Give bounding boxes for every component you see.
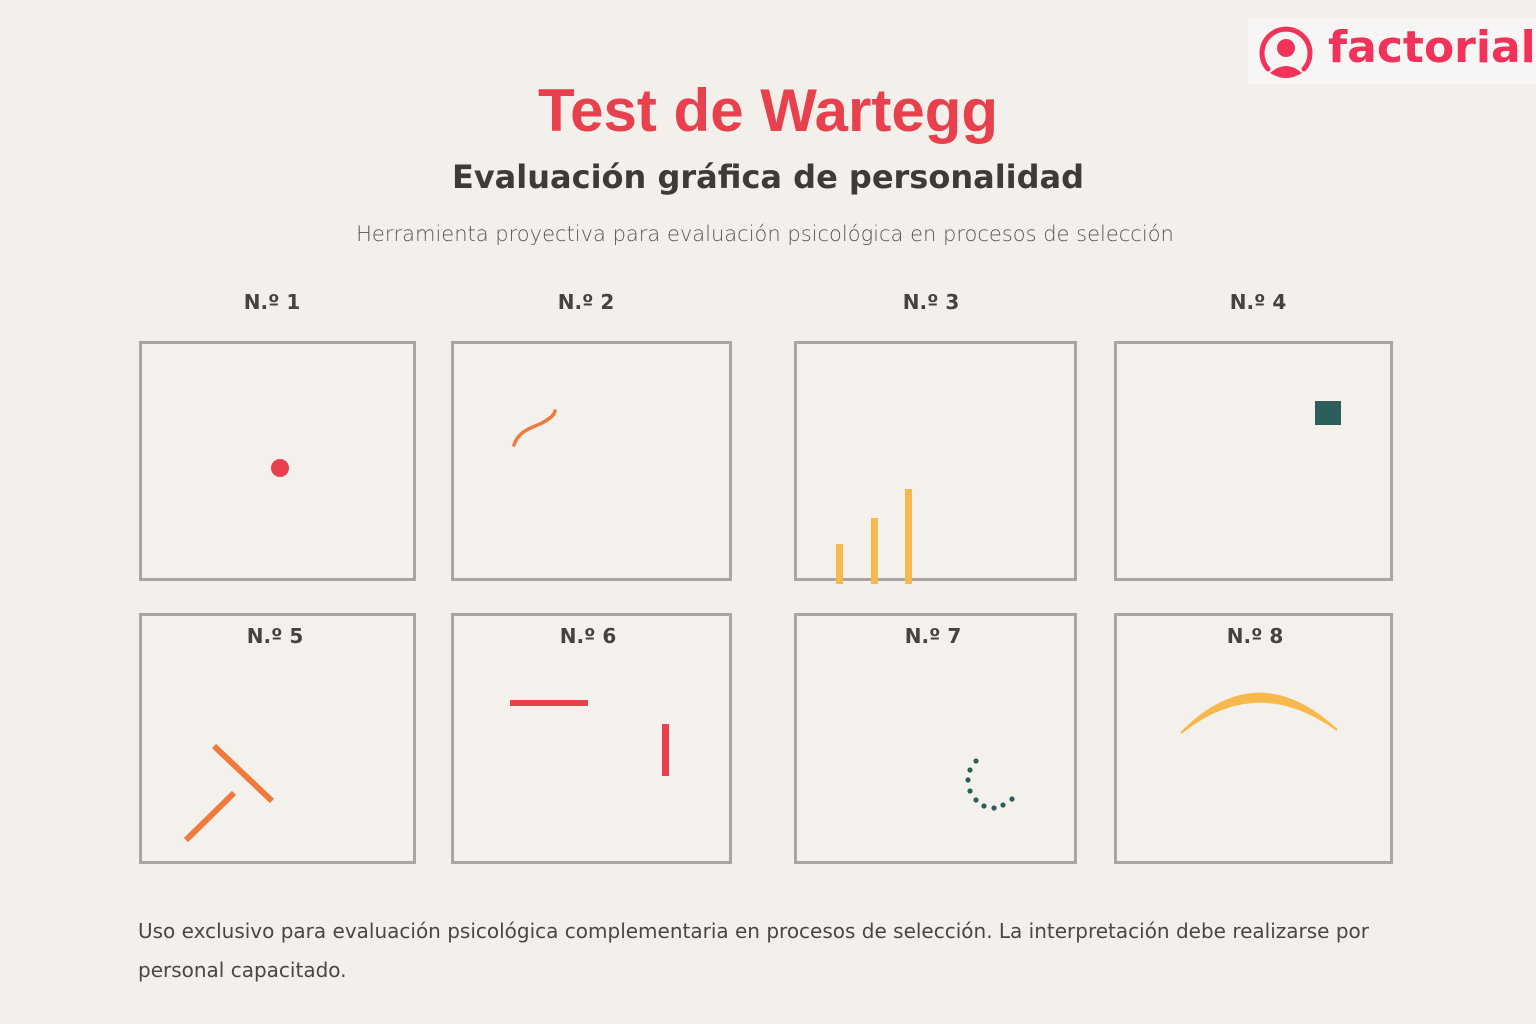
footer-note: Uso exclusivo para evaluación psicológic… — [138, 919, 1369, 982]
frame-5[interactable]: N.º 5 — [139, 613, 416, 864]
wavy-line-stimulus-icon — [512, 409, 557, 447]
frame-8[interactable]: N.º 8 — [1114, 613, 1393, 864]
frame-1[interactable] — [139, 341, 416, 581]
dot-stimulus-icon — [271, 459, 289, 477]
perpendicular-lines-stimulus-icon — [510, 700, 669, 776]
page-description: Herramienta proyectiva para evaluación p… — [356, 222, 1174, 246]
frame-label-4: N.º 4 — [1229, 290, 1287, 314]
square-stimulus-icon — [1315, 401, 1341, 425]
dotted-arc-stimulus-icon — [965, 758, 1015, 811]
frame-label-5: N.º 5 — [246, 624, 304, 648]
frame-4[interactable] — [1114, 341, 1393, 581]
page-subtitle: Evaluación gráfica de personalidad — [451, 158, 1085, 196]
frame-3[interactable] — [794, 341, 1077, 584]
diagonal-lines-stimulus-icon — [183, 743, 275, 843]
frame-label-6: N.º 6 — [559, 624, 617, 648]
person-circle-icon — [1259, 26, 1313, 78]
frame-label-2: N.º 2 — [557, 290, 615, 314]
brand-logo: factorial — [1248, 18, 1536, 84]
frame-6[interactable]: N.º 6 — [451, 613, 732, 864]
brand-name: factorial — [1328, 22, 1536, 73]
frame-label-8: N.º 8 — [1226, 624, 1284, 648]
frame-label-1: N.º 1 — [243, 290, 301, 314]
page-title: Test de Wartegg — [537, 77, 999, 144]
frame-label-3: N.º 3 — [902, 290, 960, 314]
frame-2[interactable] — [451, 341, 732, 581]
frame-label-7: N.º 7 — [904, 624, 962, 648]
curved-arc-stimulus-icon — [1180, 692, 1338, 734]
ascending-bars-stimulus-icon — [836, 489, 912, 584]
frame-7[interactable]: N.º 7 — [794, 613, 1077, 864]
